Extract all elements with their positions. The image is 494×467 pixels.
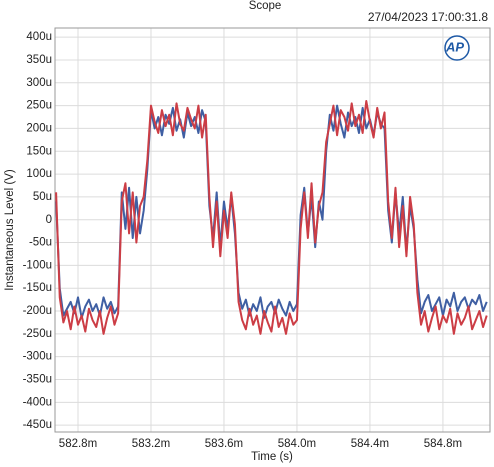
chart-title: Scope	[249, 0, 282, 12]
y-tick-label: -100u	[23, 259, 52, 271]
logo-ring	[444, 35, 470, 61]
y-tick-label: 350u	[26, 54, 52, 66]
x-tick-label: 583.6m	[205, 438, 243, 450]
y-tick-label: 300u	[26, 77, 52, 89]
y-tick-label: 150u	[26, 145, 52, 157]
logo: AP	[445, 39, 464, 54]
y-tick-label: 400u	[26, 31, 52, 43]
x-axis-label: Time (s)	[251, 451, 293, 463]
plot-area: 400u 350u 300u 250u 200u 150u 100u 50u 0 -50u -100…	[23, 27, 491, 450]
timestamp: 27/04/2023 17:00:31.8	[368, 10, 488, 24]
x-tick-label: 583.2m	[132, 438, 170, 450]
y-tick-label: -250u	[23, 328, 52, 340]
y-axis-label: Instantaneous Level (V)	[4, 169, 16, 291]
y-tick-label: -150u	[23, 282, 52, 294]
y-tick-label: 50u	[33, 191, 52, 203]
y-tick-label: 100u	[26, 168, 52, 180]
x-tick-label: 584.8m	[424, 438, 462, 450]
x-tick-label: 584.0m	[278, 438, 316, 450]
x-tick-label: 582.8m	[59, 438, 97, 450]
y-tick-label: 0	[46, 214, 52, 226]
y-tick-label: -400u	[23, 396, 52, 408]
plot-frame	[54, 27, 491, 433]
y-tick-label: -450u	[23, 419, 52, 431]
y-tick-label: -200u	[23, 305, 52, 317]
y-tick-label: -50u	[29, 237, 52, 249]
y-tick-label: 250u	[26, 100, 52, 112]
y-tick-label: -350u	[23, 374, 52, 386]
y-tick-label: 200u	[26, 122, 52, 134]
series-line	[55, 100, 488, 335]
x-tick-label: 584.4m	[351, 438, 389, 450]
y-tick-label: -300u	[23, 351, 52, 363]
